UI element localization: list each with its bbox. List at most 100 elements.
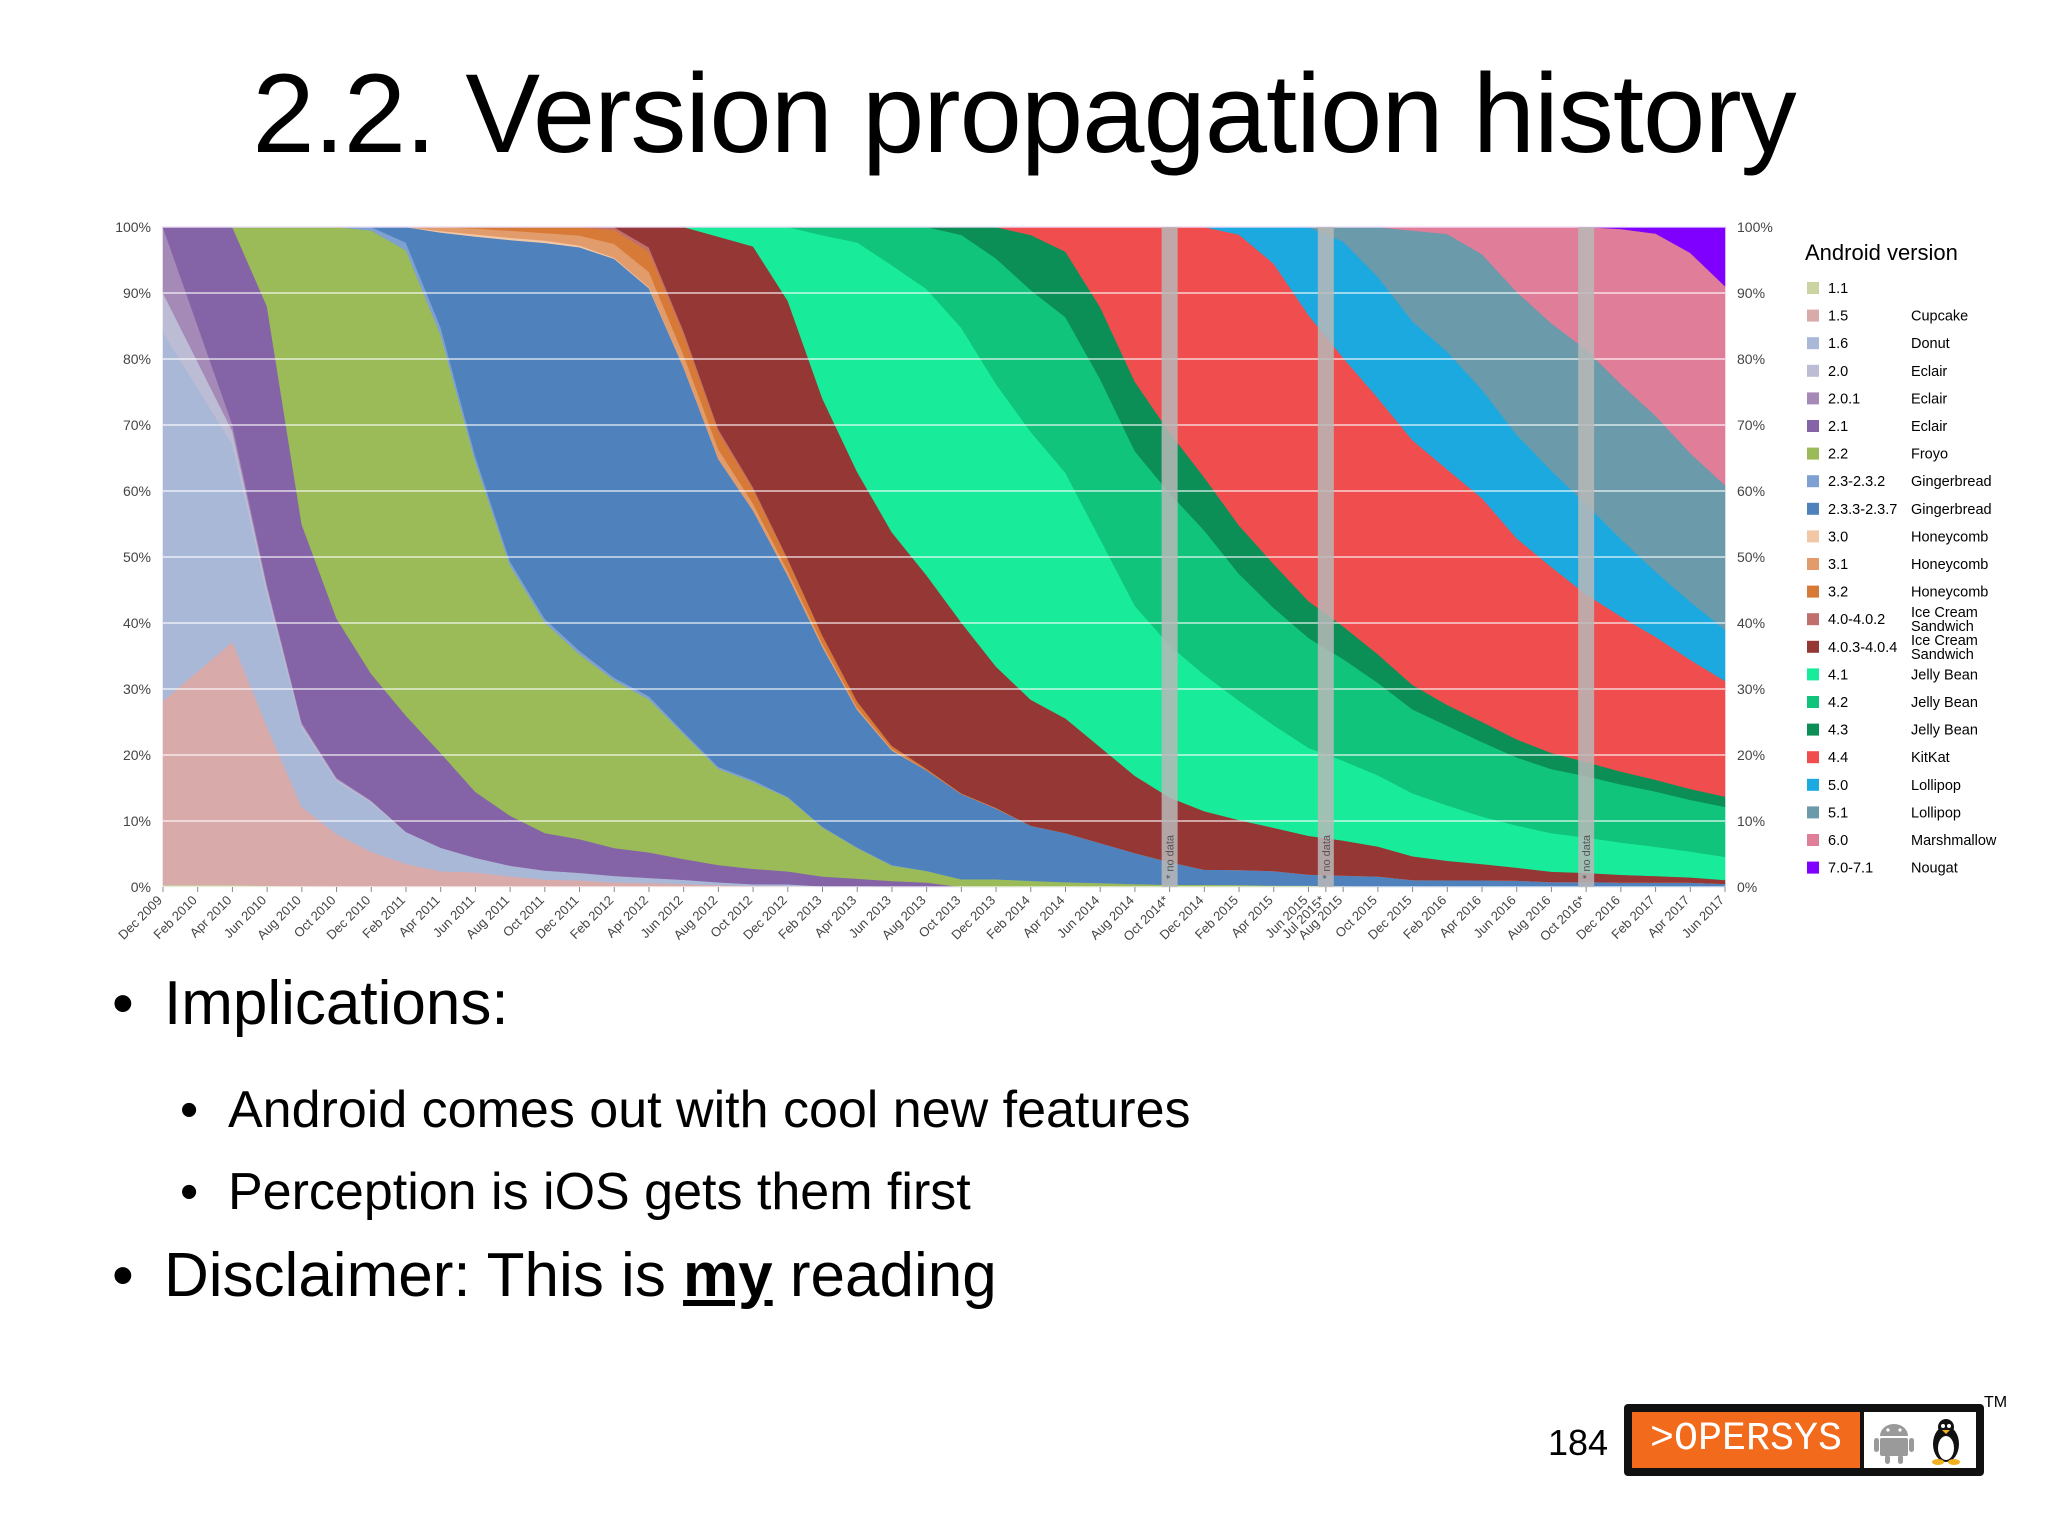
y-tick-label: 10% [123,813,151,829]
legend-version: 5.1 [1828,805,1848,821]
y-tick-label: 20% [1737,747,1765,763]
y-tick-label: 100% [1737,219,1773,235]
y-tick-label: 0% [1737,879,1757,895]
bullet-android-features: • Android comes out with cool new feature… [180,1081,1191,1139]
legend-codename: Honeycomb [1911,557,1988,573]
legend-swatch [1807,778,1819,791]
legend-swatch [1807,309,1819,322]
disclaimer-emphasis: my [683,1241,773,1310]
y-tick-label: 40% [123,615,151,631]
no-data-bands: * no data * no data * no data [1161,227,1595,887]
legend-codename: Cupcake [1911,309,1968,325]
y-tick-label: 60% [123,483,151,499]
bullet-text: Android comes out with cool new features [228,1081,1191,1139]
legend-version: 4.0-4.0.2 [1828,612,1885,628]
legend-swatch [1807,392,1819,405]
legend-codename: Lollipop [1911,805,1961,821]
legend-swatch [1807,668,1819,681]
legend-codename: Honeycomb [1911,529,1988,545]
bullet-text: Implications: [164,969,509,1038]
bullet-implications: • Implications: [112,969,509,1038]
legend-swatch [1807,806,1819,819]
legend-codename: KitKat [1911,750,1950,766]
legend-version: 3.1 [1828,557,1848,573]
no-data-label: * no data [1165,834,1177,879]
legend-swatch [1807,530,1819,543]
y-tick-label: 80% [123,351,151,367]
stacked-areas [162,226,1726,888]
y-axis-right: 0% 10% 20% 30% 40% 50% 60% 70% 80% 90% 100% [1737,219,1773,895]
y-tick-label: 10% [1737,813,1765,829]
legend-swatch [1807,364,1819,377]
no-data-band [1161,227,1178,887]
legend-version: 2.0.1 [1828,391,1860,407]
legend-version: 3.0 [1828,529,1848,545]
legend-version: 4.2 [1828,695,1848,711]
trademark-mark: TM [1984,1394,2008,1411]
legend-codename: Eclair [1911,419,1947,435]
legend-codename: Sandwich [1911,647,1974,663]
legend-codename: Gingerbread [1911,474,1992,490]
legend-swatch [1807,337,1819,350]
legend-title: Android version [1805,240,1958,265]
y-tick-label: 30% [123,681,151,697]
y-tick-label: 70% [1737,417,1765,433]
legend-swatch [1807,475,1819,488]
logo-icons [1864,1412,1976,1468]
legend-codename: Froyo [1911,447,1948,463]
legend-codename: Honeycomb [1911,585,1988,601]
legend-codename: Eclair [1911,391,1947,407]
legend-swatch [1807,751,1819,764]
legend-codename: Lollipop [1911,778,1961,794]
bullet-text: Perception is iOS gets them first [228,1163,971,1221]
legend-version: 3.2 [1828,585,1848,601]
android-robot-icon [1874,1424,1914,1464]
legend-codename: Marshmallow [1911,833,1997,849]
legend-version: 2.2 [1828,447,1848,463]
legend-version: 2.3-2.3.2 [1828,474,1885,490]
disclaimer-prefix: Disclaimer: This is [164,1241,684,1310]
y-tick-label: 60% [1737,483,1765,499]
legend-swatch [1807,861,1819,874]
y-tick-label: 70% [123,417,151,433]
legend-version: 1.6 [1828,336,1848,352]
legend-codename: Jelly Bean [1911,667,1978,683]
legend-codename: Jelly Bean [1911,695,1978,711]
legend-codename: Donut [1911,336,1950,352]
legend-version: 2.0 [1828,364,1848,380]
y-tick-label: 50% [123,549,151,565]
legend-version: 6.0 [1828,833,1848,849]
y-tick-label: 50% [1737,549,1765,565]
legend-codename: Ice Cream [1911,633,1978,649]
y-axis-left: 0% 10% 20% 30% 40% 50% 60% 70% 80% 90% 100% [115,219,151,895]
legend-swatch [1807,502,1819,515]
bullet-ios-perception: • Perception is iOS gets them first [180,1163,971,1221]
legend-swatch [1807,420,1819,432]
y-tick-label: 90% [123,285,151,301]
legend-swatch [1807,834,1819,846]
legend-swatch [1807,640,1819,653]
legend-swatch [1807,696,1819,708]
legend-version: 4.3 [1828,723,1848,739]
legend-version: 1.1 [1828,281,1848,297]
no-data-band [1578,227,1595,887]
legend-version: 7.0-7.1 [1828,861,1873,877]
legend-codename: Jelly Bean [1911,723,1978,739]
y-tick-label: 30% [1737,681,1765,697]
gridlines [163,226,1725,888]
legend-version: 4.4 [1828,750,1848,766]
bullet-disclaimer: • Disclaimer: This is my reading [112,1241,997,1310]
legend-version: 2.3.3-2.3.7 [1828,502,1897,518]
tux-penguin-icon [1932,1419,1960,1465]
legend-swatch [1807,613,1819,626]
opersys-logo: >OPERSYS [1624,1404,1984,1476]
legend-codename: Eclair [1911,364,1947,380]
legend-codename: Ice Cream [1911,605,1978,621]
legend-swatch [1807,723,1819,736]
legend-swatch [1807,585,1819,598]
legend-codename: Nougat [1911,861,1958,877]
legend-swatch [1807,558,1819,570]
y-tick-label: 40% [1737,615,1765,631]
